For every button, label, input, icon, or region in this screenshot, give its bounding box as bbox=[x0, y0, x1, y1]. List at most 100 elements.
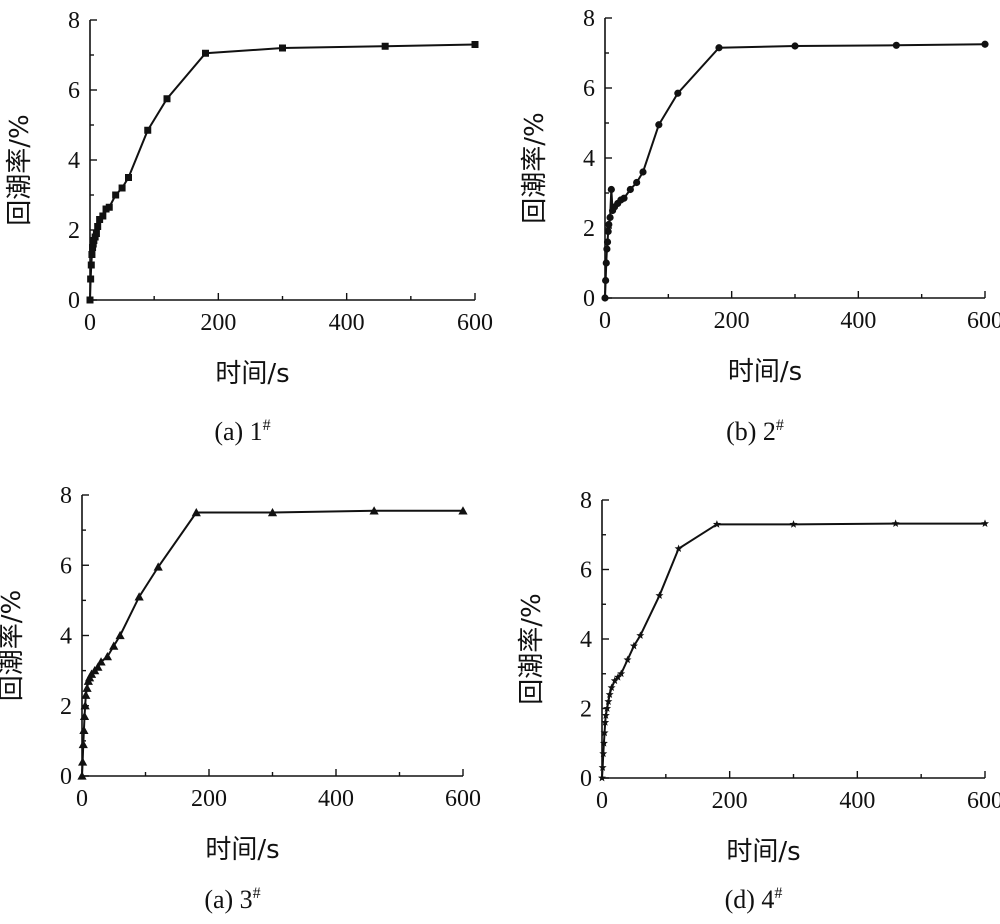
chart-panel-2: 0 2 4 6 8 0 200 400 600 时间/s 回潮率/% (b) 2# bbox=[520, 6, 1000, 446]
caption-superscript: # bbox=[774, 885, 782, 902]
data-point bbox=[105, 203, 113, 211]
y-tick-label: 8 bbox=[60, 483, 72, 509]
panel-caption: (a) 3# bbox=[204, 885, 260, 914]
x-tick-label: 200 bbox=[191, 786, 227, 812]
x-tick-label: 600 bbox=[967, 308, 1000, 334]
data-point bbox=[610, 676, 619, 685]
data-point bbox=[112, 191, 120, 199]
data-point bbox=[603, 245, 611, 253]
data-point bbox=[458, 506, 468, 515]
data-point bbox=[80, 701, 90, 710]
data-point bbox=[601, 718, 610, 726]
data-point bbox=[202, 49, 209, 57]
data-point bbox=[613, 673, 622, 681]
data-point bbox=[626, 185, 634, 194]
x-tick-label: 0 bbox=[84, 310, 96, 336]
y-tick-label: 4 bbox=[60, 624, 72, 650]
data-point bbox=[96, 657, 106, 666]
x-tick-label: 400 bbox=[318, 786, 354, 812]
data-point bbox=[279, 44, 286, 52]
data-point bbox=[153, 562, 163, 571]
data-point bbox=[81, 690, 91, 699]
x-tick-label: 600 bbox=[457, 310, 493, 336]
data-point bbox=[891, 519, 900, 528]
data-point bbox=[605, 220, 613, 229]
y-tick-label: 6 bbox=[580, 558, 592, 584]
x-axis-label: 时间/s bbox=[728, 357, 802, 387]
y-tick-label: 4 bbox=[68, 148, 80, 174]
y-tick-label: 0 bbox=[68, 288, 80, 314]
data-point bbox=[602, 259, 610, 267]
y-tick-label: 6 bbox=[68, 78, 80, 104]
y-axis-label: 回潮率/% bbox=[5, 114, 35, 225]
data-point bbox=[602, 276, 610, 285]
chart-panel-1: 0 2 4 6 8 0 200 400 600 时间/s 回潮率/% (a) 1# bbox=[5, 8, 493, 446]
series-line bbox=[89, 43, 476, 301]
x-tick-label: 0 bbox=[599, 308, 611, 334]
data-point bbox=[601, 294, 609, 302]
data-point bbox=[981, 40, 989, 48]
y-tick-label: 4 bbox=[580, 627, 592, 653]
data-point bbox=[115, 630, 125, 640]
y-tick-label: 8 bbox=[580, 488, 592, 514]
data-point bbox=[267, 507, 278, 517]
series-line bbox=[604, 43, 986, 299]
chart-panel-4: 0 2 4 6 8 0 200 400 600 时间/s 回潮率/% (d) 4# bbox=[517, 488, 1000, 914]
data-point bbox=[471, 41, 479, 48]
data-point bbox=[674, 544, 683, 553]
y-axis-label: 回潮率/% bbox=[0, 590, 27, 701]
data-point bbox=[93, 662, 103, 671]
data-point bbox=[892, 41, 900, 49]
chart-panel-3: 0 2 4 6 8 0 200 400 600 时间/s 回潮率/% (a) 3# bbox=[0, 483, 481, 914]
series-line bbox=[81, 509, 463, 777]
data-point bbox=[102, 651, 112, 661]
caption-superscript: # bbox=[263, 417, 271, 434]
caption-superscript: # bbox=[776, 417, 784, 434]
panel-caption: (d) 4# bbox=[725, 885, 783, 914]
x-tick-label: 600 bbox=[967, 788, 1000, 814]
data-point bbox=[599, 749, 608, 758]
data-point bbox=[88, 251, 96, 258]
data-point bbox=[636, 631, 645, 639]
x-axis-label: 时间/s bbox=[726, 837, 800, 867]
caption-superscript: # bbox=[253, 885, 261, 902]
y-tick-label: 6 bbox=[583, 76, 595, 102]
data-point bbox=[87, 275, 95, 283]
data-point bbox=[715, 44, 723, 52]
data-point bbox=[82, 683, 92, 692]
data-point bbox=[601, 711, 610, 719]
x-axis-label: 时间/s bbox=[215, 359, 289, 389]
y-tick-label: 0 bbox=[580, 766, 592, 792]
data-point bbox=[623, 655, 632, 664]
data-point bbox=[655, 591, 664, 599]
data-point bbox=[603, 704, 612, 712]
data-point bbox=[78, 739, 88, 749]
data-point bbox=[191, 507, 201, 517]
y-tick-label: 0 bbox=[60, 764, 72, 790]
data-point bbox=[381, 42, 389, 50]
data-point bbox=[789, 520, 798, 528]
data-point bbox=[87, 261, 95, 269]
data-point bbox=[639, 168, 647, 176]
x-tick-label: 200 bbox=[712, 788, 748, 814]
data-point bbox=[607, 185, 615, 194]
data-point bbox=[712, 520, 721, 528]
data-point bbox=[99, 212, 107, 220]
data-point bbox=[629, 641, 638, 650]
data-point bbox=[598, 773, 606, 782]
data-point bbox=[118, 184, 126, 192]
y-axis-label: 回潮率/% bbox=[520, 112, 550, 223]
data-point bbox=[599, 739, 608, 747]
panel-caption: (b) 2# bbox=[726, 417, 784, 446]
data-point bbox=[604, 697, 613, 705]
y-tick-label: 8 bbox=[68, 8, 80, 34]
y-tick-label: 2 bbox=[580, 697, 592, 723]
data-point bbox=[600, 728, 609, 737]
data-point bbox=[981, 519, 989, 528]
data-point bbox=[79, 725, 89, 735]
y-tick-label: 2 bbox=[60, 694, 72, 720]
x-tick-label: 400 bbox=[840, 308, 876, 334]
y-axis-label: 回潮率/% bbox=[517, 593, 547, 704]
data-point bbox=[617, 669, 626, 678]
